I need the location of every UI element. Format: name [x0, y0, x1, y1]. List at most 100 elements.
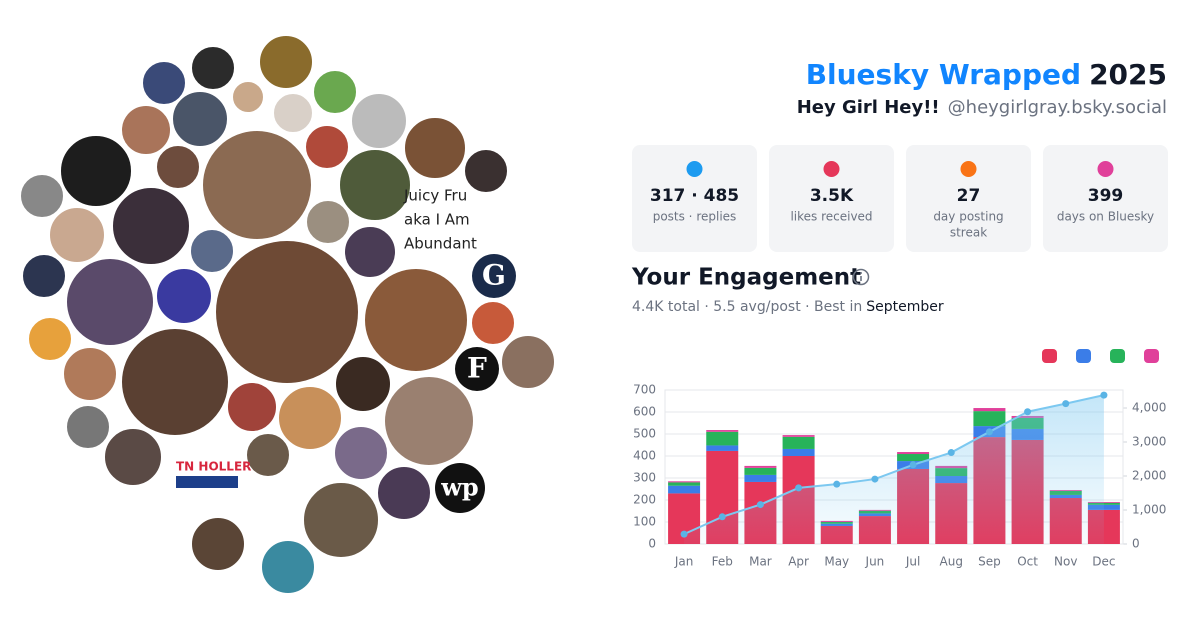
avatar[interactable] [500, 334, 556, 390]
line-point [985, 428, 993, 436]
stat-value: 399 [1088, 186, 1124, 206]
avatar[interactable] [305, 199, 351, 245]
avatar[interactable] [214, 239, 360, 385]
avatar[interactable] [245, 432, 291, 478]
avatar[interactable] [19, 173, 65, 219]
line-point [871, 475, 879, 483]
avatar[interactable] [190, 45, 236, 91]
line-point [756, 501, 764, 509]
line-point [795, 484, 803, 492]
avatar-alt-text: Juicy Fru [403, 187, 467, 205]
x-tick-label: Jan [674, 555, 694, 569]
stat-icon [1097, 161, 1114, 177]
logo-shape [176, 476, 238, 488]
cumulative-area [684, 395, 1104, 544]
avatar[interactable] [48, 206, 106, 264]
avatar[interactable] [277, 385, 343, 451]
y-tick-label: 0 [648, 537, 656, 551]
y-tick-label: 200 [633, 493, 656, 507]
avatar[interactable] [470, 300, 516, 346]
avatar[interactable] [260, 539, 316, 595]
y2-tick-label: 4,000 [1132, 401, 1166, 415]
x-tick-label: Aug [940, 555, 963, 569]
legend-icon[interactable] [1076, 349, 1091, 363]
avatar[interactable] [27, 316, 73, 362]
legend-icon[interactable] [1042, 349, 1057, 363]
logo-text: G [482, 259, 506, 292]
avatar[interactable] [120, 104, 172, 156]
avatar[interactable] [231, 80, 265, 114]
stat-card [906, 145, 1031, 252]
avatar[interactable] [62, 346, 118, 402]
avatar[interactable] [111, 186, 191, 266]
avatar[interactable] [304, 124, 350, 170]
avatar-alt-text: aka I Am [404, 211, 470, 229]
logo-text: wp [440, 473, 478, 502]
bar-segment [973, 411, 1006, 427]
avatar[interactable] [463, 148, 509, 194]
line-point [1024, 408, 1032, 416]
avatar[interactable] [171, 90, 229, 148]
avatar[interactable] [272, 92, 314, 134]
avatar[interactable] [155, 144, 201, 190]
stat-icon [686, 161, 703, 177]
avatar[interactable] [120, 327, 230, 437]
y-tick-label: 700 [633, 383, 656, 397]
avatar[interactable] [302, 481, 380, 559]
y-tick-label: 300 [633, 471, 656, 485]
stat-card [1043, 145, 1168, 252]
bar-segment [706, 430, 739, 432]
avatar[interactable] [141, 60, 187, 106]
bar-segment [782, 448, 815, 456]
stat-label: likes received [790, 210, 872, 224]
line-point [833, 480, 841, 488]
bar-segment [897, 454, 930, 462]
section-title: Your Engagement [631, 265, 861, 291]
y-tick-label: 400 [633, 449, 656, 463]
y-tick-label: 100 [633, 515, 656, 529]
stat-value: 317 · 485 [650, 186, 739, 206]
info-icon[interactable] [852, 268, 870, 286]
avatar[interactable] [350, 92, 408, 150]
avatar[interactable] [383, 375, 475, 467]
avatar[interactable] [338, 148, 412, 222]
line-point [680, 530, 688, 538]
legend-icon[interactable] [1110, 349, 1125, 363]
avatar[interactable] [403, 116, 467, 180]
avatar[interactable] [59, 134, 133, 208]
avatar[interactable] [226, 381, 278, 433]
stat-cards: 317 · 485 posts · replies 3.5K likes receiv… [632, 145, 1168, 252]
avatar[interactable] [155, 267, 213, 325]
avatar[interactable] [103, 427, 163, 487]
best-month: September [866, 299, 944, 315]
stat-card [632, 145, 757, 252]
stat-label: posts · replies [653, 210, 737, 224]
y2-tick-label: 2,000 [1132, 469, 1166, 483]
display-name: Hey Girl Hey!! [797, 97, 940, 118]
avatar[interactable] [334, 355, 392, 413]
avatar[interactable] [201, 129, 313, 241]
avatar[interactable] [376, 465, 432, 521]
avatar[interactable] [258, 34, 314, 90]
stat-value: 3.5K [810, 186, 854, 206]
avatar[interactable] [189, 228, 235, 274]
avatar[interactable] [333, 425, 389, 481]
avatar[interactable] [190, 516, 246, 572]
y2-tick-label: 3,000 [1132, 435, 1166, 449]
x-tick-label: Apr [788, 555, 809, 569]
avatar[interactable] [343, 225, 397, 279]
avatar[interactable] [65, 404, 111, 450]
avatar[interactable] [65, 257, 155, 347]
avatar[interactable] [21, 253, 67, 299]
y-tick-label: 600 [633, 405, 656, 419]
bar-segment [782, 436, 815, 449]
stat-label: day posting [933, 210, 1003, 224]
line-point [1100, 391, 1108, 399]
bar-segment [668, 481, 701, 483]
avatar[interactable] [363, 267, 469, 373]
avatar[interactable] [312, 69, 358, 115]
legend-icon[interactable] [1144, 349, 1159, 363]
